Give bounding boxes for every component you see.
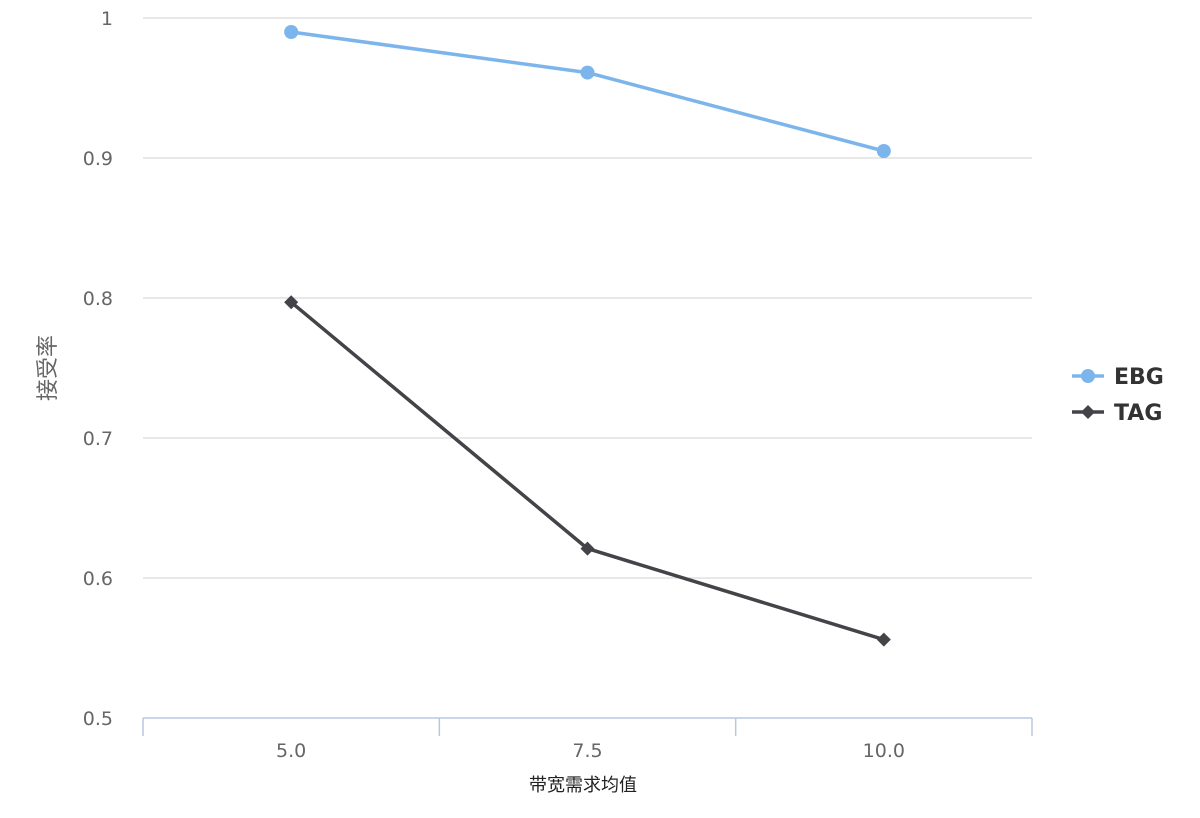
- x-tick-label: 5.0: [276, 740, 306, 762]
- series-line-ebg: [289, 30, 886, 153]
- y-axis-title: 接受率: [36, 335, 61, 401]
- legend-label-ebg: EBG: [1114, 365, 1164, 390]
- axis-layer: 0.5 0.6 0.7 0.8 0.9 1 5.0 7.5 10.0: [83, 8, 1033, 762]
- data-point: [580, 541, 595, 556]
- y-tick-label: 0.5: [83, 708, 113, 730]
- data-point: [284, 295, 299, 310]
- legend-marker: [1081, 405, 1095, 419]
- data-point: [876, 144, 891, 158]
- legend-label-tag: TAG: [1114, 401, 1162, 426]
- x-tick-label: 7.5: [572, 740, 602, 762]
- series-layer: [284, 25, 891, 647]
- x-axis-title: 带宽需求均值: [529, 775, 637, 796]
- legend: EBG TAG: [1072, 365, 1164, 426]
- y-tick-label: 1: [101, 8, 113, 30]
- data-point: [580, 65, 595, 80]
- data-point: [284, 25, 299, 39]
- y-tick-label: 0.8: [83, 288, 113, 310]
- y-tick-label: 0.7: [83, 428, 113, 450]
- x-tick-label: 10.0: [863, 740, 905, 762]
- data-point: [876, 632, 891, 647]
- y-tick-label: 0.9: [83, 148, 113, 170]
- y-tick-label: 0.6: [83, 568, 113, 590]
- grid-layer: [143, 17, 1032, 579]
- legend-marker: [1081, 369, 1095, 383]
- series-line-tag: [289, 300, 886, 642]
